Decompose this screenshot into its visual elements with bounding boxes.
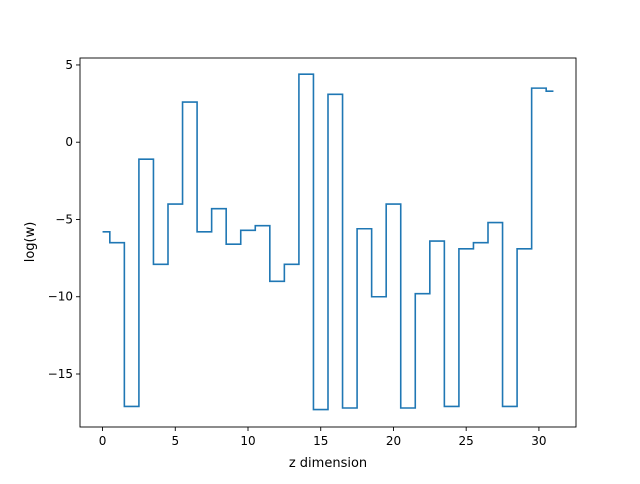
y-tick-label: −5	[55, 212, 73, 226]
x-tick-label: 10	[240, 434, 255, 448]
x-axis-ticks: 0 5 10 15 20 25 30	[99, 427, 547, 448]
x-tick-label: 0	[99, 434, 107, 448]
x-tick-label: 20	[386, 434, 401, 448]
x-tick-label: 15	[313, 434, 328, 448]
axes-frame	[79, 57, 577, 428]
x-tick-label: 30	[531, 434, 546, 448]
y-tick-label: 0	[65, 135, 73, 149]
series-layer	[102, 73, 554, 411]
y-tick-label: 5	[65, 58, 73, 72]
y-axis-label: log(w)	[23, 222, 38, 263]
x-tick-label: 25	[459, 434, 474, 448]
y-axis-ticks: −15 −10 −5 0 5	[48, 58, 80, 381]
y-tick-label: −15	[48, 367, 73, 381]
series-line-0	[102, 73, 554, 411]
y-tick-label: −10	[48, 290, 73, 304]
x-axis-label: z dimension	[289, 456, 367, 471]
plot-area-frame	[79, 57, 577, 428]
x-tick-label: 5	[171, 434, 179, 448]
